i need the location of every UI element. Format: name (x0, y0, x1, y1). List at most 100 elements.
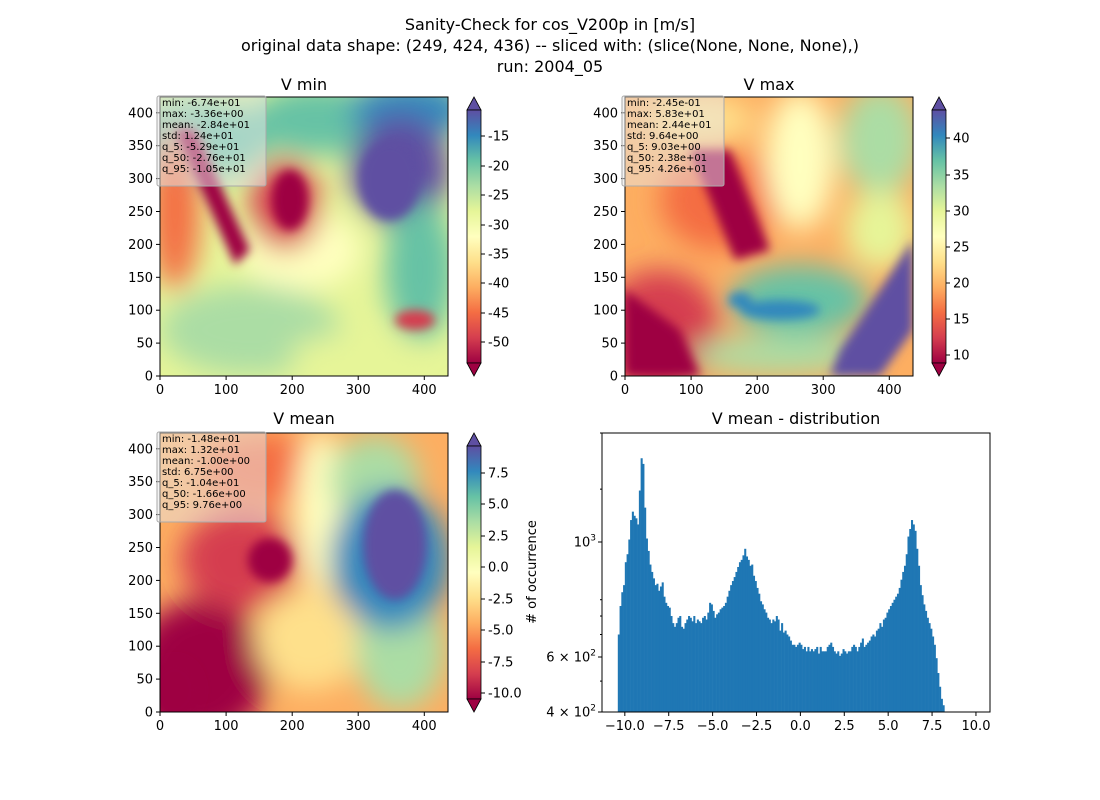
histogram-bar (751, 564, 754, 712)
histogram-bar (939, 686, 942, 712)
histogram-bar (775, 616, 778, 712)
histogram-bar (863, 646, 866, 712)
histogram-bar (716, 614, 719, 712)
histogram-bar (903, 565, 907, 712)
y-tick-label: 400 (128, 442, 153, 457)
histogram-bar (788, 636, 791, 712)
histogram-bar (798, 642, 801, 712)
y-tick-label: 150 (128, 607, 153, 622)
histogram-bar (891, 602, 894, 712)
colorbar: -15 -20 -25 -30 -35 -40 -45 -50 (466, 96, 509, 377)
y-tick-label: 6 × 102 (546, 649, 596, 666)
histogram-bars (617, 458, 945, 712)
y-tick-label: 150 (593, 271, 618, 286)
histogram-bar (731, 581, 734, 712)
histogram-bar (637, 524, 640, 712)
y-tick-label: 4 × 102 (546, 704, 596, 721)
histogram-bar (645, 538, 648, 712)
colorbar-tick-label: -5.0 (488, 624, 513, 639)
histogram-bar (649, 564, 652, 712)
figure-title-line: Sanity-Check for cos_V200p in [m/s] (405, 15, 695, 35)
y-tick-label: 400 (593, 106, 618, 121)
histogram-bar (925, 610, 928, 712)
x-tick-label: 300 (346, 719, 371, 734)
histogram-bar (761, 604, 764, 712)
histogram-bar (833, 651, 836, 712)
histogram-bar (860, 642, 863, 712)
colorbar-tick-label: -30 (488, 219, 509, 234)
histogram-bar (714, 617, 717, 712)
histogram-bar (640, 458, 643, 712)
histogram-bar (738, 562, 741, 712)
axes-frame (624, 96, 914, 377)
histogram-bar (881, 626, 884, 712)
histogram-bar (816, 646, 819, 712)
histogram-bar (747, 559, 750, 712)
histogram-bar (619, 606, 622, 712)
figure-title: Sanity-Check for cos_V200p in [m/s] orig… (241, 15, 859, 77)
panel-v-min: V min (128, 75, 509, 398)
histogram-bar (839, 655, 842, 712)
colorbar-tick-label: 7.5 (488, 467, 509, 482)
histogram-bar (817, 653, 821, 712)
histogram-bar (826, 646, 829, 712)
stats-line: q_95: 4.26e+01 (627, 164, 707, 175)
x-tick-label: 100 (679, 383, 704, 398)
histogram-bar (875, 630, 878, 712)
histogram-bar (675, 623, 678, 712)
stats-line: q_95: 9.76e+00 (162, 500, 242, 511)
histogram-bar (689, 617, 692, 712)
y-minor-ticks (600, 432, 602, 682)
stats-line: max: 5.83e+01 (627, 109, 705, 120)
panel-v-mean-distribution: V mean - distribution # of occurrence −1… (525, 409, 991, 734)
histogram-bar (703, 616, 706, 712)
colorbar-tick-label: 15 (953, 313, 970, 328)
x-axis: 0 100 200 300 400 (621, 376, 902, 398)
histogram-bar (758, 593, 761, 712)
histogram-bar (745, 556, 749, 712)
stats-line: min: -1.48e+01 (162, 434, 241, 445)
histogram-bar (635, 518, 638, 712)
histogram-bar (691, 621, 694, 712)
histogram-bar (916, 548, 919, 712)
histogram-bar (911, 520, 914, 712)
x-tick-label: 100 (214, 383, 239, 398)
histogram-bar (882, 619, 885, 712)
colorbar-tick-label: 2.5 (488, 530, 509, 545)
stats-line: max: -3.36e+00 (162, 109, 243, 120)
x-tick-label: 400 (877, 383, 902, 398)
histogram-bar (905, 554, 908, 712)
histogram-bar (884, 617, 887, 712)
histogram-bar (828, 644, 831, 712)
y-tick-label: 150 (128, 271, 153, 286)
histogram-bar (684, 623, 687, 712)
histogram-bar (661, 582, 664, 712)
x-tick-label: 0 (156, 383, 164, 398)
colorbar-tick-label: -45 (488, 307, 509, 322)
histogram-bar (774, 621, 777, 712)
x-tick-label: 5.0 (878, 719, 899, 734)
stats-line: q_5: -1.04e+01 (162, 478, 239, 489)
histogram-bar (893, 599, 896, 712)
histogram-bar (796, 644, 799, 712)
stats-line: q_50: 2.38e+01 (627, 153, 707, 164)
histogram-bar (907, 536, 910, 712)
y-tick-label: 100 (128, 304, 153, 319)
figure-title-line: original data shape: (249, 424, 436) -- … (241, 36, 859, 55)
histogram-bar (802, 649, 805, 712)
histogram-bar (886, 612, 889, 712)
histogram-bar (728, 590, 731, 712)
panel-v-max: V max (593, 75, 969, 398)
x-tick-label: −7.5 (653, 719, 685, 734)
histogram-bar (767, 617, 770, 712)
panel-v-mean: V mean 0 (128, 409, 521, 734)
histogram-bar (666, 606, 670, 712)
y-tick-label: 300 (128, 172, 153, 187)
histogram-bar (844, 651, 847, 712)
colorbar-tick-label: -50 (488, 336, 509, 351)
histogram-bar (709, 602, 712, 712)
histogram-bar (854, 646, 857, 712)
colorbar: 10 15 20 25 30 35 40 (931, 96, 970, 377)
colorbar-tick-label: -35 (488, 248, 509, 263)
histogram-bar (663, 596, 666, 712)
